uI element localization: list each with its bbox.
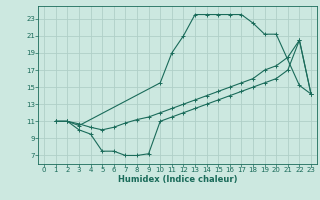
X-axis label: Humidex (Indice chaleur): Humidex (Indice chaleur) — [118, 175, 237, 184]
